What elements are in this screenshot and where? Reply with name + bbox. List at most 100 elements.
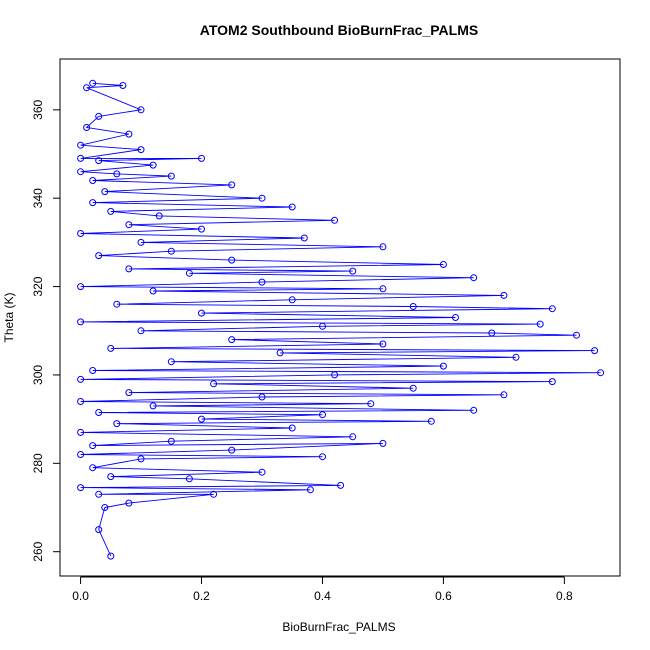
data-point [137,106,145,114]
data-point [500,291,508,299]
data-point [113,300,121,308]
data-point [125,130,133,138]
data-point [597,369,605,377]
data-point [573,331,580,339]
data-point [306,486,314,494]
data-point [228,181,236,189]
data-point [95,490,103,498]
data-point [77,484,85,492]
data-point [198,154,205,162]
data-point [198,225,205,233]
data-point [379,340,387,348]
data-point [125,265,133,273]
data-point [349,267,357,275]
data-point [198,415,205,423]
chart-title: ATOM2 Southbound BioBurnFrac_PALMS [200,22,478,38]
data-point [77,168,85,176]
data-point [185,475,193,483]
x-tick-label: 0.2 [193,589,210,603]
data-point [167,172,175,180]
data-point [149,161,157,169]
data-point [452,314,459,321]
data-point [113,420,121,428]
data-point [137,455,145,463]
data-point [331,371,339,379]
data-point [548,305,556,313]
data-point [95,112,103,120]
data-point [470,274,478,282]
data-point [155,212,163,220]
y-tick-label: 300 [31,365,45,385]
x-tick-label: 0.0 [72,589,89,603]
data-point [300,234,308,242]
data-point [210,380,218,388]
data-point [258,393,266,401]
data-point [258,278,266,286]
data-point [349,433,357,441]
data-point [185,269,193,277]
data-point [137,146,145,154]
x-axis-label: BioBurnFrac_PALMS [282,620,395,634]
data-point [319,411,326,419]
data-point [137,238,145,246]
data-point [536,320,544,328]
data-point [89,177,97,184]
data-point [119,82,127,89]
data-point [288,424,296,432]
x-tick-label: 0.4 [314,589,331,603]
data-point [167,437,175,445]
data-point [101,504,109,511]
data-point [125,499,133,507]
data-point [198,309,205,317]
data-point [89,442,97,450]
data-point [210,490,218,498]
data-point [409,303,417,310]
data-point [137,327,145,335]
data-point [77,375,85,383]
data-point [512,353,520,361]
data-point [288,203,296,211]
data-point [258,194,266,202]
series-layer [77,79,605,560]
data-point [77,318,85,326]
data-point [77,141,85,149]
data-point [125,221,133,229]
data-point [228,256,236,264]
data-point [107,344,115,352]
data-point [77,154,85,162]
y-tick-label: 260 [31,541,45,561]
data-point [95,252,103,260]
data-point [591,347,599,355]
plot-frame [59,58,621,577]
data-point [379,439,387,447]
data-point [107,207,115,215]
data-point [331,216,339,224]
data-point [379,243,387,251]
y-axis: 260 280 300 320 340 360 [31,99,61,562]
data-point [288,296,296,304]
data-point [83,124,91,131]
x-axis: 0.0 0.2 0.4 0.6 0.8 [72,576,573,603]
data-point [167,247,175,255]
data-point [379,285,387,293]
data-point [228,446,236,454]
data-point [409,384,417,392]
data-point [367,400,375,408]
data-point [95,526,103,534]
data-point [228,336,236,344]
data-point [107,473,115,481]
data-point [337,481,345,489]
data-point [89,79,97,87]
y-tick-label: 360 [31,99,45,119]
data-point [319,453,326,461]
data-point [439,261,447,268]
data-point [548,378,556,386]
data-point [500,391,508,399]
data-point [113,170,121,178]
x-tick-label: 0.8 [556,589,573,603]
data-point [95,409,103,416]
x-tick-label: 0.6 [435,589,452,603]
y-tick-label: 340 [31,188,45,208]
data-point [149,287,157,295]
data-point [319,322,326,330]
